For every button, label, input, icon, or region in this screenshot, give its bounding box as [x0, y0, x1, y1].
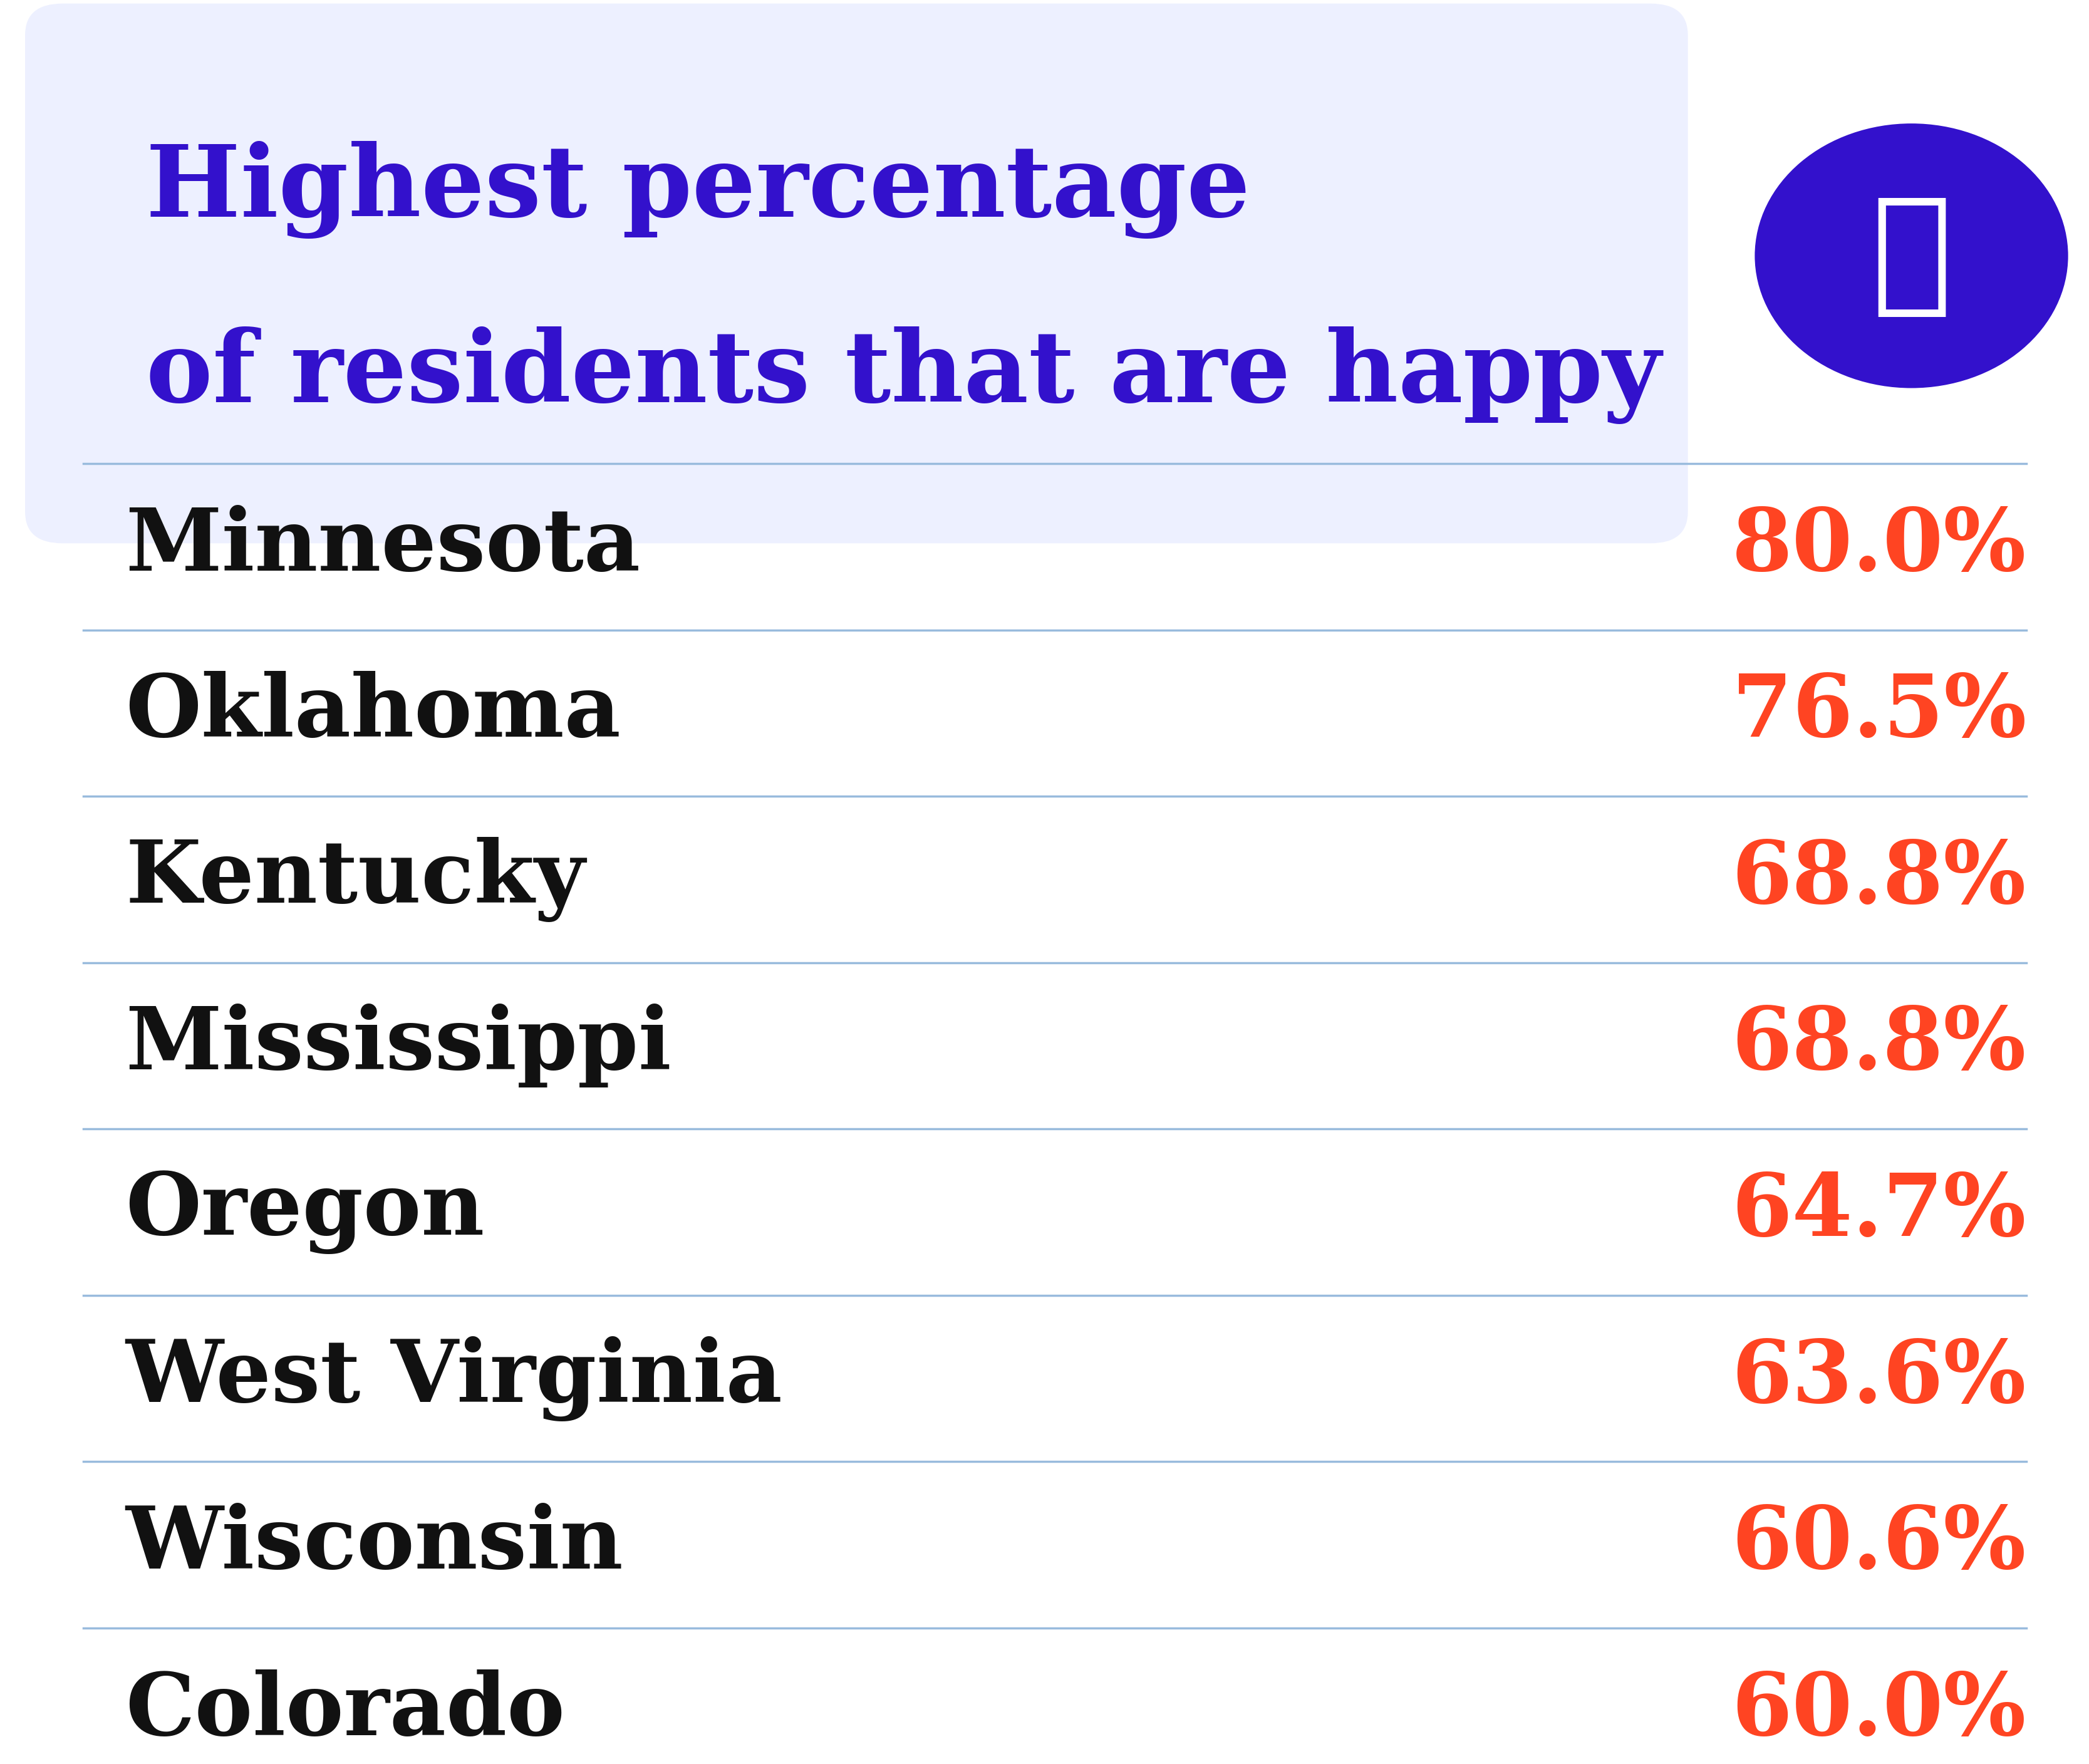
Text: 60.6%: 60.6% [1732, 1503, 2026, 1588]
Text: 64.7%: 64.7% [1732, 1170, 2026, 1254]
Text: 68.8%: 68.8% [1732, 1004, 2026, 1088]
Text: 80.0%: 80.0% [1732, 505, 2026, 589]
Text: 60.0%: 60.0% [1732, 1669, 2026, 1753]
Text: 63.6%: 63.6% [1732, 1337, 2026, 1420]
Text: Colorado: Colorado [125, 1669, 564, 1753]
Text: Oregon: Oregon [125, 1170, 485, 1254]
Text: 👍: 👍 [1872, 191, 1951, 321]
Circle shape [1755, 123, 2068, 388]
Text: 76.5%: 76.5% [1732, 670, 2026, 755]
Text: 68.8%: 68.8% [1732, 838, 2026, 921]
Text: of residents that are happy: of residents that are happy [146, 326, 1661, 423]
FancyBboxPatch shape [25, 4, 1688, 543]
Text: Wisconsin: Wisconsin [125, 1503, 623, 1588]
Text: Mississippi: Mississippi [125, 1004, 671, 1088]
Text: Oklahoma: Oklahoma [125, 670, 620, 755]
Text: Highest percentage: Highest percentage [146, 141, 1251, 238]
Text: Minnesota: Minnesota [125, 505, 641, 589]
Text: Kentucky: Kentucky [125, 836, 585, 923]
Text: West Virginia: West Virginia [125, 1335, 783, 1422]
